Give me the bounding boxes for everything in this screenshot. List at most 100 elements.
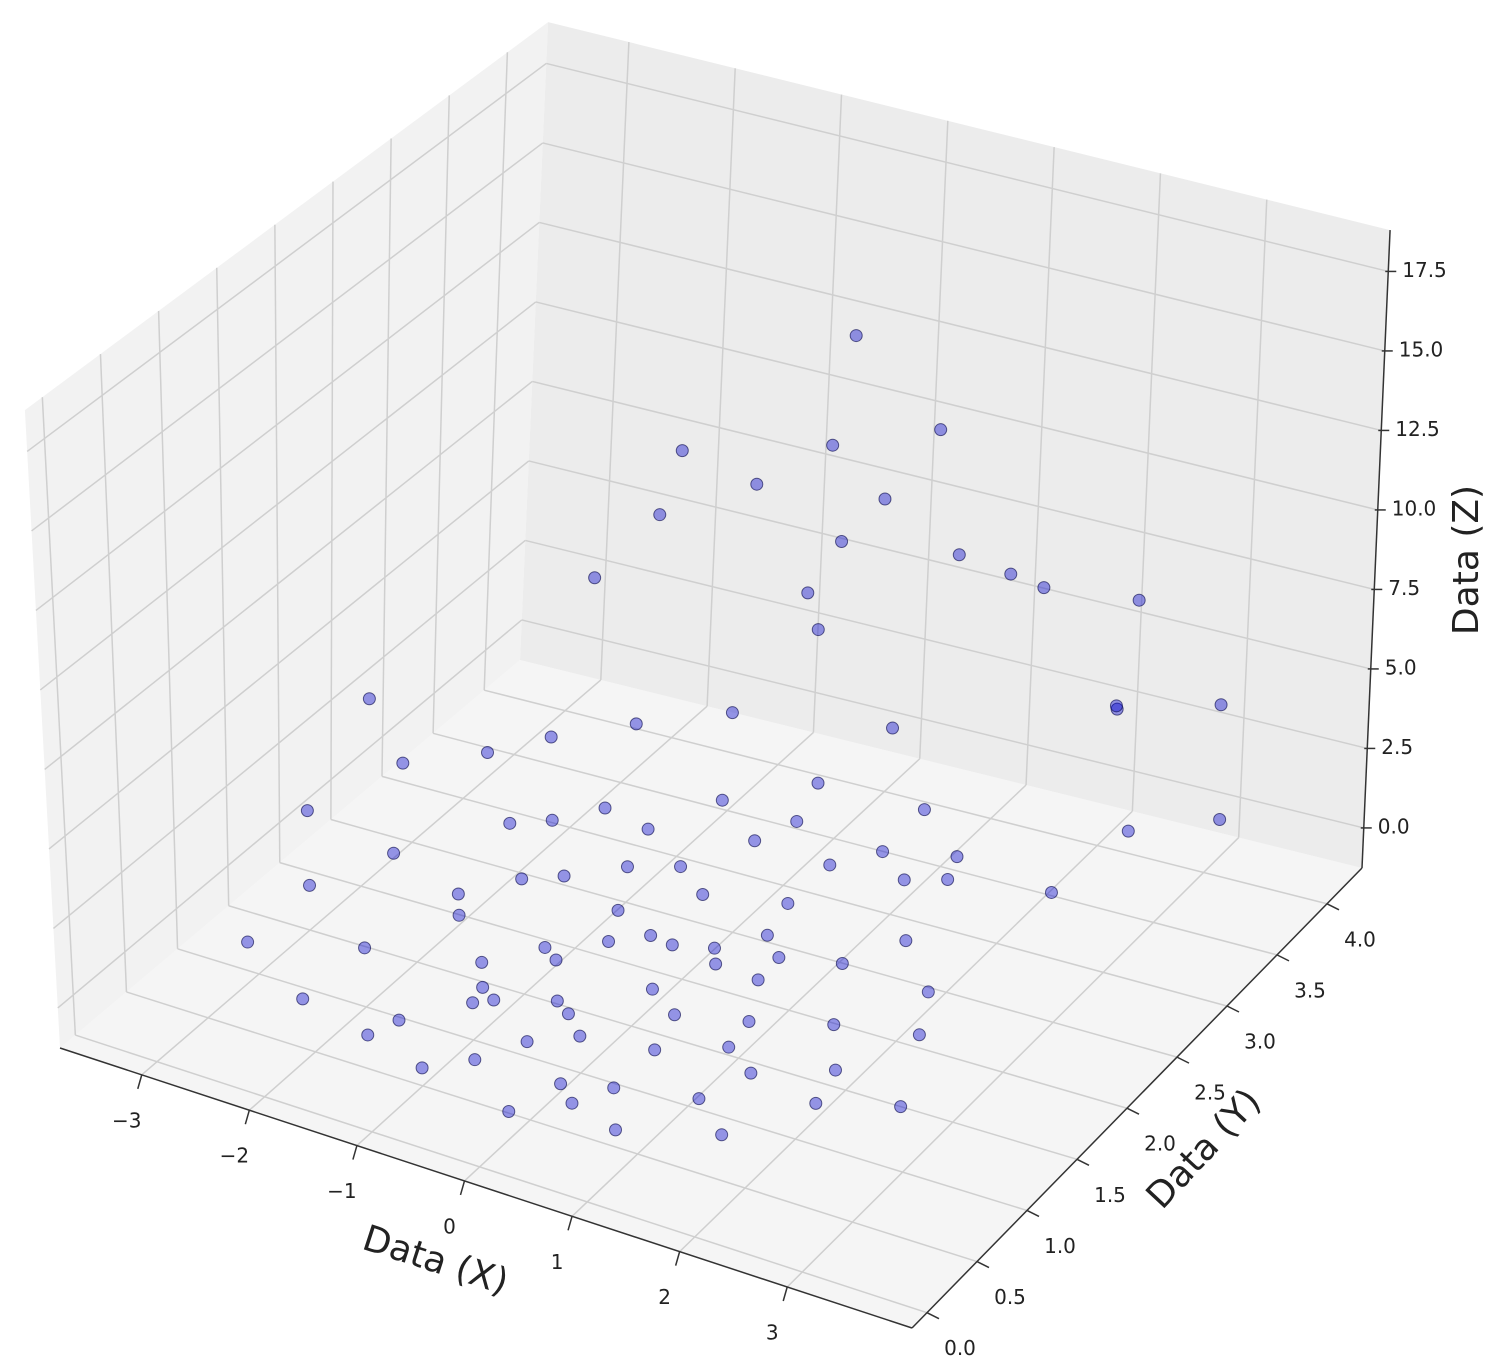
point <box>392 1013 406 1027</box>
y-tick <box>1026 1209 1040 1218</box>
point <box>751 973 765 987</box>
y-tick <box>1326 903 1340 911</box>
grid-line <box>432 95 451 734</box>
grid-line <box>39 301 537 691</box>
point <box>451 887 465 901</box>
grid-line <box>330 181 334 820</box>
grid-line <box>786 837 1240 1288</box>
z-tick-label: 0.0 <box>1378 814 1410 838</box>
y-tick <box>1276 954 1290 962</box>
point <box>811 623 825 637</box>
grid-line <box>484 689 1328 905</box>
point <box>809 1096 823 1110</box>
grid-line <box>1237 199 1268 838</box>
points <box>241 329 1228 1142</box>
point <box>952 548 966 562</box>
floor-pane <box>60 660 1362 1328</box>
z-axis-line <box>1361 230 1391 869</box>
point <box>801 586 815 600</box>
z-tick-label: 2.5 <box>1381 735 1413 759</box>
grid-line <box>525 539 1368 750</box>
y-tick-label: 0.5 <box>994 1285 1026 1309</box>
point <box>696 887 710 901</box>
z-tick-label: 10.0 <box>1392 496 1437 520</box>
point <box>241 935 255 949</box>
point <box>609 1123 623 1137</box>
point <box>894 1100 908 1114</box>
point <box>466 996 480 1010</box>
grid-line <box>274 224 281 863</box>
point <box>878 492 892 506</box>
grid-line <box>381 775 1228 1007</box>
point <box>588 571 602 585</box>
grid-line <box>679 810 1133 1253</box>
point <box>790 814 804 828</box>
x-tick-label: 3 <box>766 1320 779 1344</box>
x-tick <box>782 1286 788 1302</box>
x-tick-label: 0 <box>443 1214 456 1238</box>
point <box>1214 698 1228 712</box>
point <box>644 928 658 942</box>
point <box>358 941 372 955</box>
point <box>468 1053 482 1067</box>
x-axis-line <box>59 1047 913 1329</box>
grid-line <box>535 301 1378 511</box>
y-tick <box>926 1311 940 1320</box>
point <box>811 776 825 790</box>
point <box>934 423 948 437</box>
point <box>545 813 559 827</box>
y-tick-label: 3.5 <box>1294 978 1326 1002</box>
grid-line <box>542 142 1385 352</box>
point <box>715 793 729 807</box>
point <box>554 1077 568 1091</box>
point <box>303 878 317 892</box>
point <box>886 721 900 735</box>
point <box>828 1063 842 1077</box>
y-tick <box>1176 1056 1190 1064</box>
point <box>1213 812 1227 826</box>
y-tick <box>976 1260 990 1269</box>
y-tick-label: 2.0 <box>1144 1132 1176 1156</box>
point <box>611 903 625 917</box>
y-axis-line <box>911 867 1363 1329</box>
grid-line <box>26 62 547 453</box>
grid-line <box>57 619 523 1009</box>
grid-line <box>356 731 814 1147</box>
point <box>722 1040 736 1054</box>
point <box>750 477 764 491</box>
point <box>520 1035 534 1049</box>
point <box>515 872 529 886</box>
point <box>912 1028 926 1042</box>
grid-line <box>48 460 530 850</box>
point <box>707 941 721 955</box>
point <box>826 438 840 452</box>
point <box>835 956 849 970</box>
point <box>668 1008 682 1022</box>
point <box>550 994 564 1008</box>
point <box>361 1028 375 1042</box>
z-tick-label: 7.5 <box>1388 576 1420 600</box>
x-tick <box>674 1251 681 1266</box>
panes <box>24 22 1391 1328</box>
point <box>950 850 964 864</box>
point <box>415 1061 429 1075</box>
y-tick-label: 1.5 <box>1094 1183 1126 1207</box>
point <box>598 801 612 815</box>
grid-line <box>126 991 978 1263</box>
grid-line <box>177 948 1028 1212</box>
point <box>653 508 667 522</box>
grid-line <box>279 861 1128 1109</box>
x-axis-title: Data (X) <box>358 1218 513 1303</box>
x-tick <box>244 1110 251 1125</box>
point <box>487 993 501 1007</box>
grid-line <box>571 784 1027 1217</box>
point <box>549 953 563 967</box>
point <box>561 1007 575 1021</box>
y-tick-label: 2.5 <box>1194 1081 1226 1105</box>
point <box>917 803 931 817</box>
y-tick <box>1076 1158 1090 1167</box>
grid-line <box>35 221 540 612</box>
grid-line <box>141 679 602 1076</box>
point <box>823 858 837 872</box>
